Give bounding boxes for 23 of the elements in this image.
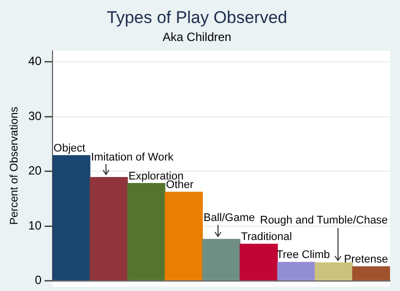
bar — [314, 262, 353, 280]
chart-subtitle: Aka Children — [162, 30, 232, 44]
chart-title: Types of Play Observed — [106, 8, 288, 27]
bar — [202, 238, 240, 280]
y-axis-title: Percent of Observations — [8, 106, 21, 225]
bar — [164, 192, 203, 280]
y-tick-label: 10 — [28, 218, 42, 232]
annotation: Traditional — [241, 231, 292, 244]
bar — [127, 182, 166, 280]
annotation: Object — [54, 142, 86, 154]
bar — [240, 244, 278, 280]
bar — [90, 176, 128, 280]
annotation: Ball/Game — [204, 212, 255, 224]
y-tick-label: 40 — [28, 54, 42, 68]
annotation: Imitation of Work — [91, 151, 174, 164]
bar — [52, 155, 90, 280]
bar — [277, 262, 316, 280]
annotation: Pretense — [344, 254, 388, 266]
bar — [352, 266, 390, 280]
y-tick-label: 0 — [34, 273, 42, 288]
y-tick-label: 20 — [28, 164, 42, 178]
y-tick-label: 30 — [28, 108, 42, 123]
annotation: Rough and Tumble/Chase — [260, 214, 388, 227]
